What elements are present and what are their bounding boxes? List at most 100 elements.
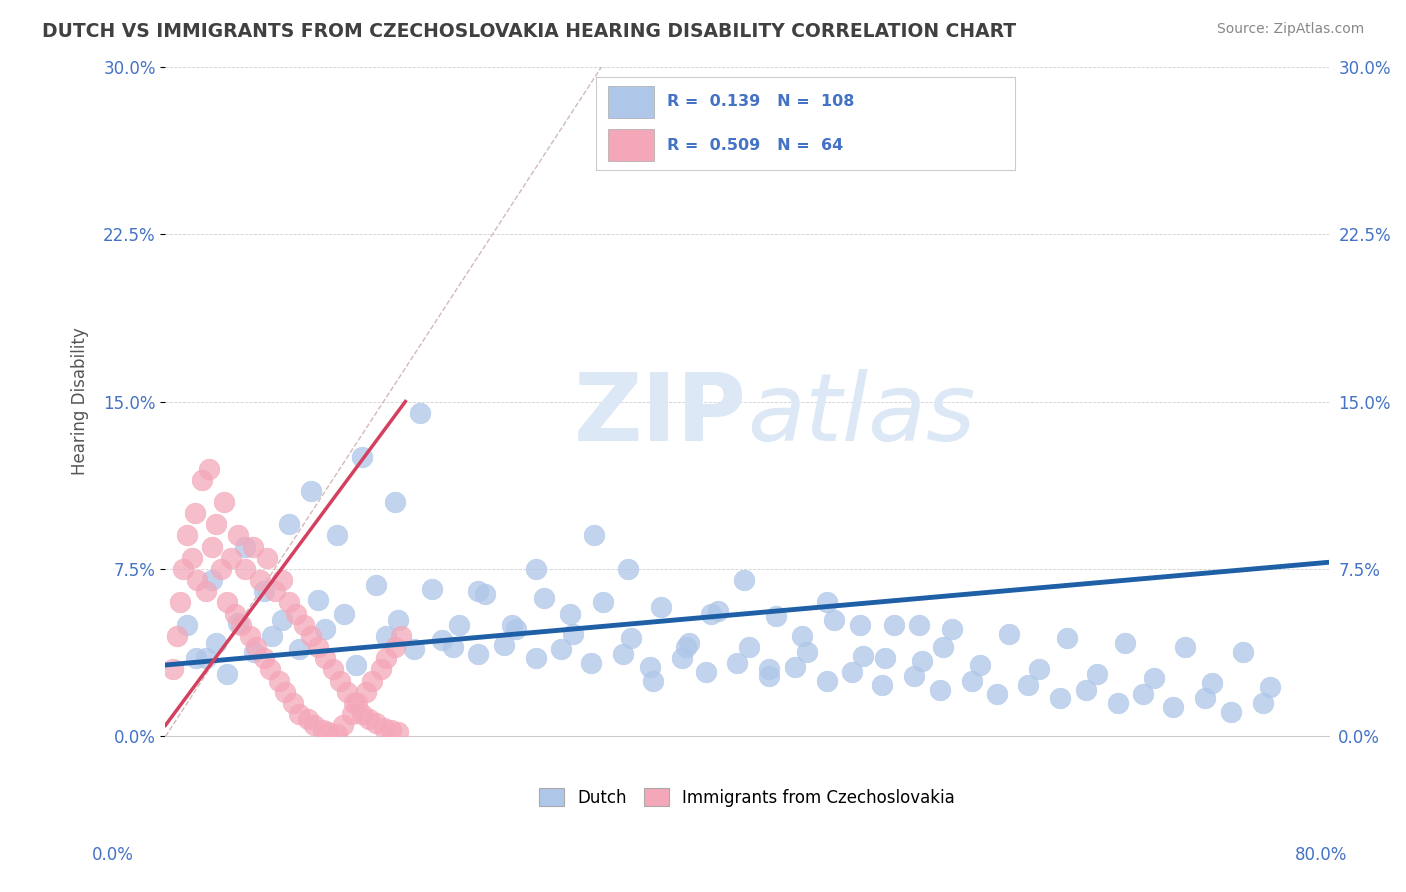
Point <box>267 673 290 688</box>
Point <box>340 707 363 722</box>
Point <box>671 651 693 665</box>
Point <box>1220 705 1243 719</box>
Point <box>176 528 198 542</box>
Point <box>501 617 523 632</box>
Point <box>215 595 238 609</box>
Point <box>278 517 301 532</box>
Point <box>467 584 489 599</box>
Point <box>1087 667 1109 681</box>
Point <box>962 673 984 688</box>
Point <box>387 725 409 739</box>
Point <box>366 577 388 591</box>
Point <box>235 562 257 576</box>
Point <box>941 622 963 636</box>
Point <box>224 607 246 621</box>
Point <box>169 595 191 609</box>
Point <box>205 635 228 649</box>
Point <box>695 665 717 679</box>
Point <box>180 550 202 565</box>
Point <box>796 644 818 658</box>
Point <box>969 658 991 673</box>
Point <box>737 640 759 654</box>
Point <box>229 617 252 632</box>
Point <box>678 635 700 649</box>
Point <box>505 622 527 636</box>
Point <box>314 651 336 665</box>
Point <box>307 593 329 607</box>
Point <box>235 540 257 554</box>
Point <box>332 718 354 732</box>
Point <box>201 573 224 587</box>
Point <box>172 562 194 576</box>
Point <box>253 584 276 599</box>
Point <box>209 562 232 576</box>
Point <box>219 550 242 565</box>
Point <box>1017 678 1039 692</box>
Point <box>242 540 264 554</box>
Point <box>336 685 359 699</box>
Point <box>361 673 384 688</box>
Point <box>273 685 295 699</box>
Point <box>314 622 336 636</box>
Point <box>212 495 235 509</box>
Point <box>285 607 308 621</box>
Point <box>1201 676 1223 690</box>
Point <box>344 658 367 673</box>
Point <box>333 607 356 621</box>
Point <box>875 651 897 665</box>
Point <box>198 461 221 475</box>
Point <box>387 613 409 627</box>
Point <box>366 716 388 731</box>
Point <box>299 483 322 498</box>
Point <box>583 528 606 542</box>
Point <box>215 667 238 681</box>
Point <box>329 673 352 688</box>
Point <box>883 617 905 632</box>
Text: Source: ZipAtlas.com: Source: ZipAtlas.com <box>1216 22 1364 37</box>
Point <box>354 685 377 699</box>
Point <box>707 604 730 618</box>
Point <box>201 540 224 554</box>
Point <box>638 660 661 674</box>
Text: 80.0%: 80.0% <box>1295 846 1347 863</box>
Point <box>524 562 547 576</box>
Point <box>550 642 572 657</box>
Point <box>183 506 205 520</box>
Point <box>903 669 925 683</box>
Point <box>1056 631 1078 645</box>
Point <box>205 517 228 532</box>
Point <box>841 665 863 679</box>
Point <box>270 613 292 627</box>
Point <box>259 663 281 677</box>
Point <box>343 696 366 710</box>
Point <box>765 608 787 623</box>
Point <box>166 629 188 643</box>
Point <box>389 629 412 643</box>
Point <box>932 640 955 654</box>
Point <box>467 647 489 661</box>
Point <box>474 586 496 600</box>
Point <box>226 615 249 630</box>
Point <box>758 663 780 677</box>
Point <box>384 495 406 509</box>
Point <box>815 595 838 609</box>
Point <box>852 649 875 664</box>
Point <box>375 651 398 665</box>
Point <box>650 599 672 614</box>
Point <box>380 723 402 737</box>
Point <box>278 595 301 609</box>
Point <box>420 582 443 596</box>
Point <box>307 640 329 654</box>
Point <box>617 562 640 576</box>
Point <box>243 644 266 658</box>
Point <box>1194 691 1216 706</box>
Point <box>1251 696 1274 710</box>
Point <box>195 651 218 665</box>
Point <box>1114 635 1136 649</box>
Point <box>699 607 721 621</box>
Point <box>849 617 872 632</box>
Point <box>815 673 838 688</box>
Point <box>725 656 748 670</box>
Point <box>195 584 218 599</box>
Point <box>263 584 285 599</box>
